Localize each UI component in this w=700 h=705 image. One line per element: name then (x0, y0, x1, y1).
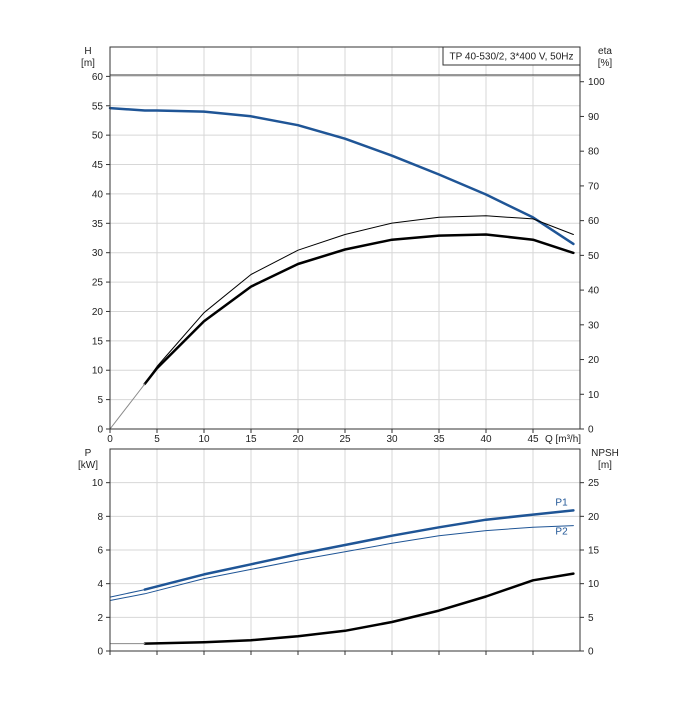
power-npsh-right-axis-title: NPSH (591, 448, 619, 459)
x-tick-label: 45 (527, 434, 539, 445)
power-npsh-left-tick-label: 4 (97, 579, 103, 590)
power-npsh-left-tick-label: 2 (97, 613, 103, 624)
head-eta-right-axis-title: eta (598, 46, 612, 57)
power-npsh-right-tick-label: 15 (588, 546, 600, 557)
power-npsh-series-line-0 (143, 509, 575, 591)
power-npsh-frame (109, 448, 581, 652)
x-tick-label: 40 (480, 434, 492, 445)
x-tick-label: 25 (339, 434, 351, 445)
head-eta-left-axis-unit: [m] (81, 58, 95, 69)
power-npsh-series-line-1 (109, 589, 146, 598)
power-npsh-left-tick-label: 6 (97, 546, 103, 557)
head-eta-right-tick-label: 30 (588, 320, 600, 331)
head-eta-frame (109, 46, 581, 430)
power-npsh-right-tick-label: 5 (588, 613, 594, 624)
head-eta-right-tick-label: 80 (588, 147, 600, 158)
head-eta-right-tick-label: 0 (588, 425, 594, 436)
power-npsh-left-tick-label: 10 (92, 478, 104, 489)
power-npsh-right-axis-unit: [m] (598, 460, 612, 471)
head-eta-right-axis-unit: [%] (598, 58, 613, 69)
power-npsh-series-line-2 (109, 525, 574, 601)
head-eta-right-tick-label: 40 (588, 286, 600, 297)
head-eta-right-tick-label: 100 (588, 77, 605, 88)
x-tick-label: 30 (386, 434, 398, 445)
power-npsh-right-tick-label: 25 (588, 478, 600, 489)
x-tick-label: 5 (154, 434, 160, 445)
x-tick-label: 15 (245, 434, 257, 445)
head-eta-right-tick-label: 70 (588, 181, 600, 192)
x-tick-label: 10 (198, 434, 210, 445)
x-axis-label: Q [m³/h] (545, 434, 581, 445)
power-npsh-left-axis-title: P (85, 448, 92, 459)
head-eta-left-tick-label: 15 (92, 336, 104, 347)
power-npsh-series-line-3 (143, 572, 575, 645)
head-eta-left-tick-label: 5 (97, 395, 103, 406)
x-tick-label: 0 (107, 434, 113, 445)
power-npsh-left-tick-label: 8 (97, 512, 103, 523)
head-eta-left-tick-label: 60 (92, 72, 104, 83)
head-eta-left-tick-label: 10 (92, 366, 104, 377)
head-eta-series-line-4 (109, 383, 146, 430)
head-eta-right-tick-label: 20 (588, 355, 600, 366)
power-npsh-right-tick-label: 20 (588, 512, 600, 523)
power-npsh-right-tick-label: 10 (588, 579, 600, 590)
head-eta-left-tick-label: 40 (92, 189, 104, 200)
head-eta-right-tick-label: 10 (588, 390, 600, 401)
power-npsh-right-tick-label: 0 (588, 647, 594, 658)
head-eta-left-tick-label: 20 (92, 307, 104, 318)
head-eta-left-tick-label: 25 (92, 278, 104, 289)
x-tick-label: 20 (292, 434, 304, 445)
chart-title: TP 40-530/2, 3*400 V, 50Hz (450, 52, 574, 63)
power-npsh-left-axis-unit: [kW] (78, 460, 98, 471)
head-eta-left-tick-label: 35 (92, 219, 104, 230)
x-tick-label: 35 (433, 434, 445, 445)
head-eta-left-tick-label: 55 (92, 101, 104, 112)
head-eta-left-tick-label: 30 (92, 248, 104, 259)
power-npsh-left-tick-label: 0 (97, 647, 103, 658)
head-eta-series-line-2 (144, 215, 574, 385)
head-eta-left-tick-label: 50 (92, 131, 104, 142)
chart-title-box (442, 46, 581, 66)
head-eta-left-tick-label: 0 (97, 425, 103, 436)
head-eta-right-tick-label: 90 (588, 112, 600, 123)
head-eta-left-axis-title: H (84, 46, 91, 57)
head-eta-series-line-3 (143, 233, 575, 386)
head-eta-right-tick-label: 60 (588, 216, 600, 227)
power-npsh-series-label-p1: P1 (555, 497, 568, 508)
head-eta-series-line-0 (108, 106, 575, 246)
head-eta-right-tick-label: 50 (588, 251, 600, 262)
head-eta-left-tick-label: 45 (92, 160, 104, 171)
power-npsh-series-label-p2: P2 (555, 527, 568, 538)
head-eta-series-line-1 (109, 107, 146, 111)
